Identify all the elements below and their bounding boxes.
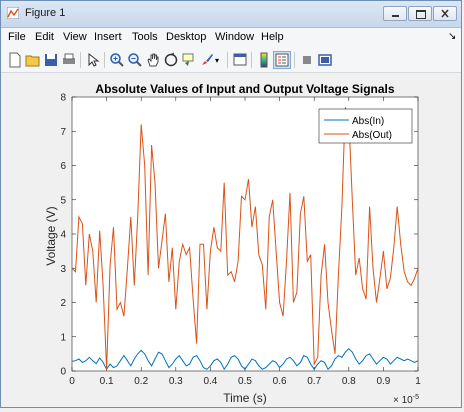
y-tick-label: 6 [60, 161, 66, 172]
figure-toolbar: ▾ [1, 48, 461, 73]
x-tick-label: 0.9 [376, 376, 390, 387]
title-bar[interactable]: Figure 1 [1, 1, 461, 28]
link-plot-icon[interactable] [232, 52, 248, 68]
menu-file[interactable]: File [8, 31, 26, 43]
matlab-figure-icon [7, 7, 19, 19]
menu-tools[interactable]: Tools [132, 31, 158, 43]
zoom-in-icon[interactable] [109, 52, 125, 68]
chart-title: Absolute Values of Input and Output Volt… [95, 82, 394, 96]
y-tick-label: 2 [60, 298, 66, 309]
print-icon[interactable] [61, 52, 77, 68]
menu-edit[interactable]: Edit [35, 31, 54, 43]
x-tick-label: 0.6 [273, 376, 287, 387]
maximize-button[interactable] [408, 6, 432, 21]
brush-icon[interactable] [199, 52, 215, 68]
pointer-icon[interactable] [85, 52, 101, 68]
menu-bar: File Edit View Insert Tools Desktop Wind… [1, 28, 461, 48]
new-figure-icon[interactable] [7, 52, 23, 68]
show-plot-tools-icon[interactable] [317, 52, 333, 68]
close-icon [441, 9, 449, 18]
menu-help[interactable]: Help [261, 31, 284, 43]
series-line-abs-out [71, 107, 419, 370]
figure-canvas: 0 0.1 0.2 0.3 0.4 0.5 0.6 0.7 0.8 0.9 1 0 1 2 3 4 5 6 7 8 A… [1, 73, 461, 407]
x-tick-label: 0.7 [307, 376, 321, 387]
brush-dropdown-icon[interactable]: ▾ [215, 56, 220, 65]
hide-plot-tools-icon[interactable] [299, 52, 315, 68]
toolbar-separator [251, 52, 252, 68]
x-tick-label: 1 [415, 376, 421, 387]
menu-insert[interactable]: Insert [94, 31, 122, 43]
series-line-abs-in [71, 347, 419, 371]
y-axis-label: Voltage (V) [44, 206, 58, 265]
x-tick-label: 0.4 [203, 376, 217, 387]
x-axis-label: Time (s) [223, 391, 267, 405]
zoom-out-icon[interactable] [127, 52, 143, 68]
dock-figure-icon[interactable]: ↘ [448, 31, 457, 42]
pan-icon[interactable] [145, 52, 161, 68]
minimize-button[interactable] [383, 6, 407, 21]
toolbar-separator [294, 52, 295, 68]
x-tick-label: 0.1 [100, 376, 114, 387]
toolbar-separator [227, 52, 228, 68]
y-tick-label: 7 [60, 127, 66, 138]
close-button[interactable] [433, 6, 457, 21]
minimize-icon [392, 15, 399, 17]
menu-view[interactable]: View [63, 31, 87, 43]
toolbar-separator [104, 52, 105, 68]
window-title: Figure 1 [25, 7, 66, 19]
y-tick-label: 1 [60, 332, 66, 343]
legend[interactable]: Abs(In) Abs(Out) [318, 108, 413, 144]
insert-colorbar-icon[interactable] [256, 52, 272, 68]
toolbar-separator [80, 52, 81, 68]
rotate-3d-icon[interactable] [163, 52, 179, 68]
x-tick-label: 0.8 [342, 376, 356, 387]
y-tick-label: 3 [60, 264, 66, 275]
save-icon[interactable] [43, 52, 59, 68]
x-tick-label: 0.2 [134, 376, 148, 387]
y-tick-label: 8 [60, 93, 66, 104]
plot-svg: 0 0.1 0.2 0.3 0.4 0.5 0.6 0.7 0.8 0.9 1 0 1 2 3 4 5 6 7 8 A… [44, 82, 421, 406]
menu-window[interactable]: Window [215, 31, 255, 43]
y-tick-label: 0 [60, 367, 66, 378]
x-axis-exponent: × 10-5 [393, 394, 419, 406]
data-cursor-icon[interactable] [181, 52, 197, 68]
x-tick-label: 0.5 [238, 376, 252, 387]
menu-desktop[interactable]: Desktop [166, 31, 207, 43]
y-tick-label: 4 [60, 230, 66, 241]
maximize-icon [416, 10, 426, 19]
x-tick-label: 0 [69, 376, 75, 387]
legend-label-in: Abs(In) [352, 116, 384, 127]
insert-legend-icon[interactable] [273, 51, 291, 69]
x-tick-label: 0.3 [169, 376, 183, 387]
open-file-icon[interactable] [25, 52, 41, 68]
legend-label-out: Abs(Out) [352, 130, 392, 141]
y-tick-label: 5 [60, 195, 66, 206]
